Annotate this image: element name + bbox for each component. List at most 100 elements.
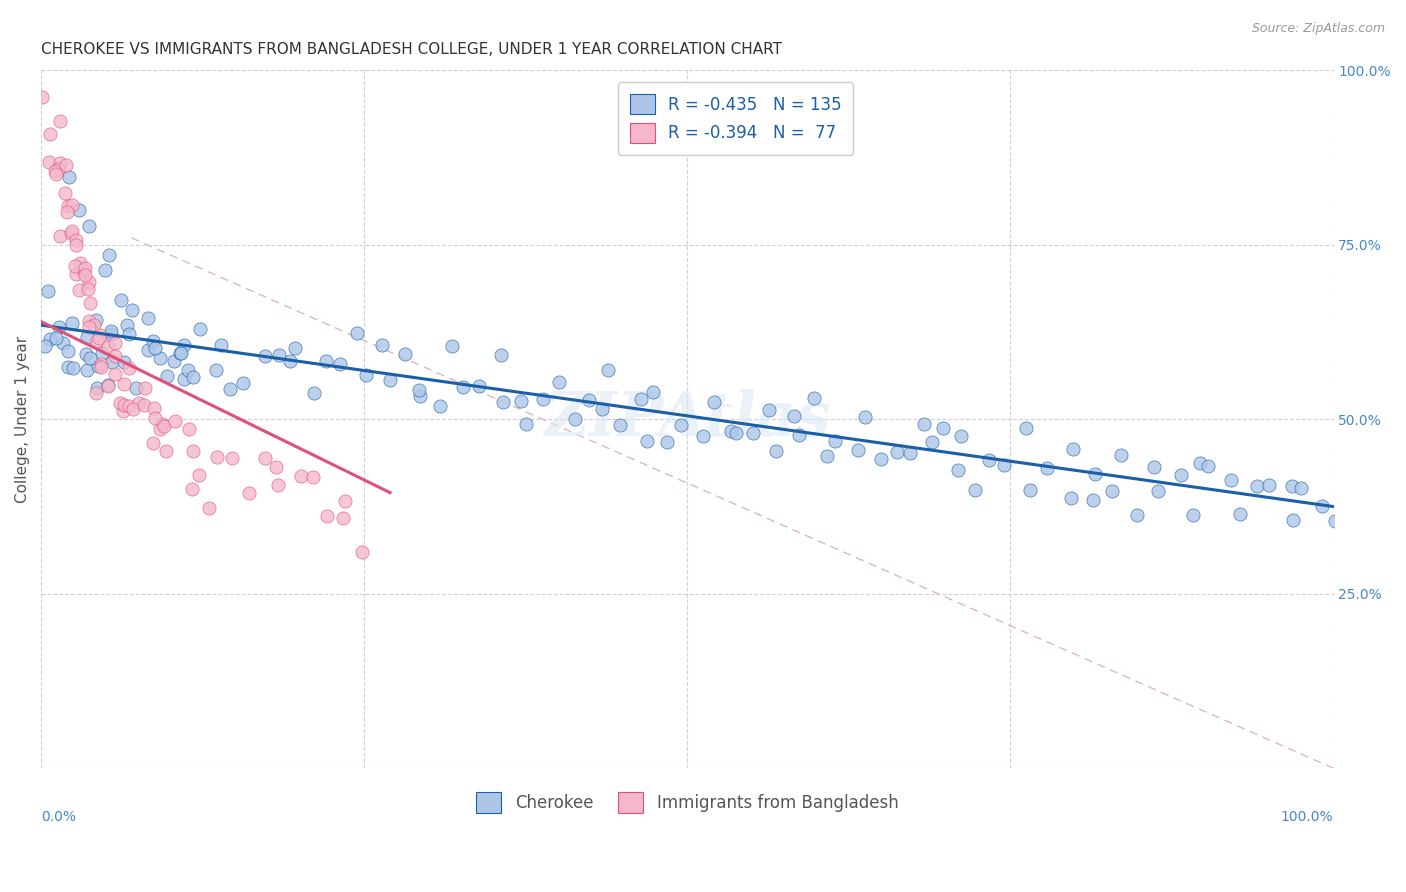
Point: [232, 376, 254, 391]
Legend: Cherokee, Immigrants from Bangladesh: Cherokee, Immigrants from Bangladesh: [467, 782, 908, 822]
Point: [112, 398, 135, 412]
Point: [45, 331, 67, 345]
Point: [515, 417, 537, 431]
Point: [1258, 478, 1281, 492]
Point: [170, 346, 193, 360]
Point: [138, 311, 160, 326]
Point: [97, 378, 120, 392]
Point: [354, 368, 377, 382]
Point: [173, 372, 195, 386]
Point: [965, 483, 987, 498]
Point: [84, 313, 107, 327]
Point: [370, 338, 392, 352]
Point: [49, 156, 72, 170]
Point: [79, 320, 101, 334]
Point: [97, 379, 120, 393]
Point: [591, 401, 613, 416]
Point: [655, 435, 678, 450]
Point: [142, 334, 165, 349]
Point: [55, 186, 77, 200]
Point: [38, 127, 60, 141]
Point: [115, 318, 138, 333]
Point: [921, 434, 943, 449]
Point: [83, 318, 105, 332]
Point: [803, 392, 825, 406]
Point: [1143, 459, 1166, 474]
Point: [56, 359, 79, 374]
Point: [332, 511, 354, 525]
Point: [65, 233, 87, 247]
Text: 100.0%: 100.0%: [1281, 810, 1333, 824]
Point: [118, 399, 141, 413]
Point: [45, 167, 67, 181]
Point: [492, 395, 515, 409]
Point: [122, 401, 145, 416]
Point: [1109, 448, 1132, 462]
Point: [48, 114, 70, 128]
Point: [782, 409, 804, 423]
Point: [67, 203, 90, 218]
Point: [38, 332, 60, 346]
Point: [114, 376, 136, 391]
Point: [207, 450, 229, 464]
Point: [55, 158, 77, 172]
Point: [1081, 493, 1104, 508]
Point: [886, 444, 908, 458]
Point: [205, 363, 228, 377]
Point: [1181, 508, 1204, 522]
Point: [636, 434, 658, 448]
Point: [73, 268, 96, 283]
Point: [898, 446, 921, 460]
Point: [380, 373, 402, 387]
Point: [58, 169, 80, 184]
Point: [136, 343, 159, 358]
Point: [104, 367, 127, 381]
Point: [150, 417, 173, 431]
Point: [163, 353, 186, 368]
Point: [173, 338, 195, 352]
Point: [125, 381, 148, 395]
Point: [932, 420, 955, 434]
Point: [112, 355, 135, 369]
Point: [49, 229, 72, 244]
Point: [89, 328, 111, 343]
Point: [142, 436, 165, 450]
Point: [725, 426, 748, 441]
Point: [394, 347, 416, 361]
Point: [848, 442, 870, 457]
Point: [912, 417, 935, 431]
Point: [77, 314, 100, 328]
Point: [453, 380, 475, 394]
Point: [77, 219, 100, 234]
Point: [87, 331, 110, 345]
Point: [993, 458, 1015, 472]
Point: [111, 404, 134, 418]
Point: [55, 204, 77, 219]
Point: [1062, 442, 1084, 456]
Text: ZIPAtlas: ZIPAtlas: [544, 389, 831, 450]
Point: [65, 238, 87, 252]
Point: [1197, 458, 1219, 473]
Point: [609, 418, 631, 433]
Point: [62, 360, 84, 375]
Point: [596, 362, 619, 376]
Point: [90, 359, 112, 374]
Point: [56, 199, 79, 213]
Point: [290, 469, 312, 483]
Point: [1147, 483, 1170, 498]
Text: 0.0%: 0.0%: [41, 810, 76, 824]
Point: [90, 346, 112, 360]
Point: [1246, 478, 1268, 492]
Point: [267, 348, 290, 362]
Point: [350, 544, 373, 558]
Point: [1289, 481, 1312, 495]
Point: [815, 449, 838, 463]
Point: [181, 482, 204, 496]
Point: [720, 424, 742, 438]
Point: [1323, 514, 1346, 528]
Point: [75, 261, 97, 276]
Point: [1019, 483, 1042, 497]
Point: [48, 319, 70, 334]
Point: [316, 508, 339, 523]
Point: [238, 486, 260, 500]
